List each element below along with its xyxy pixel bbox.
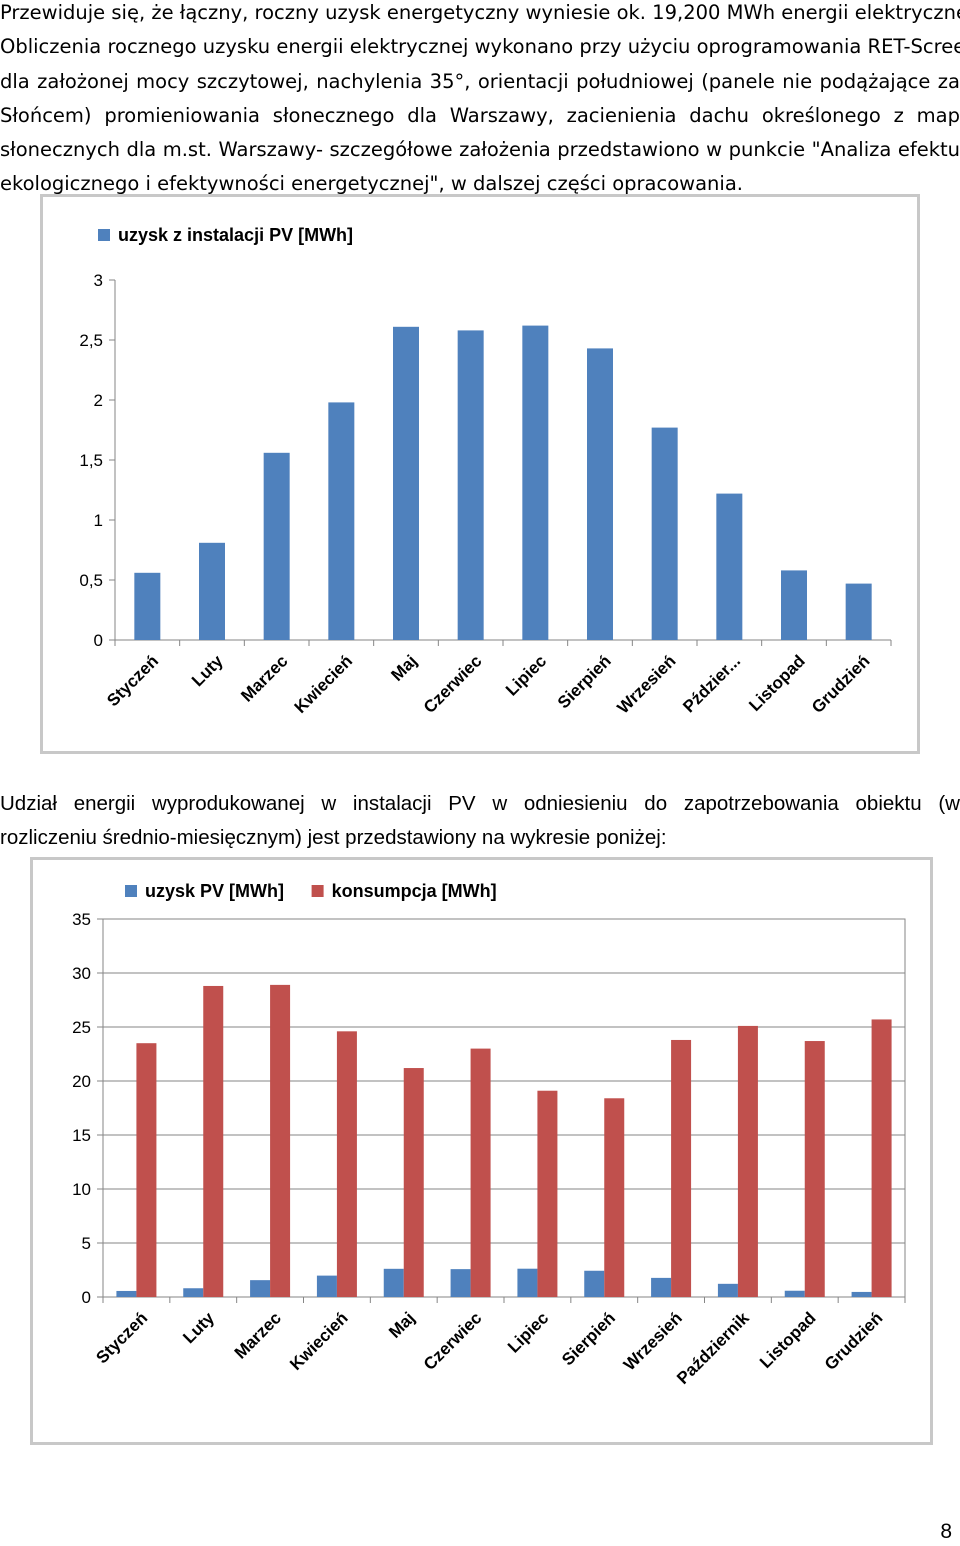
bar [183,1288,204,1297]
bar [871,1019,892,1297]
legend-label: konsumpcja [MWh] [332,881,497,901]
x-category-label: Styczeń [103,651,162,710]
bar [393,326,419,640]
x-category-label: Listopad [745,651,809,715]
x-category-label: Marzec [231,1308,285,1362]
x-category-label: Lipiec [504,1308,552,1356]
y-tick-label: 1 [94,511,103,530]
bar [116,1290,137,1297]
x-category-label: Maj [385,1308,418,1341]
intro-line: słonecznych dla m.st. Warszawy- szczegół… [0,138,960,162]
x-category-label: Marzec [237,651,291,705]
bar [470,1048,491,1297]
bar [328,402,355,640]
bar [203,985,224,1297]
bar [250,1280,271,1297]
x-category-label: Listopad [756,1308,820,1372]
intro-line: dla założonej mocy szczytowej, nachyleni… [0,69,960,93]
pv-vs-consumption-chart-svg: 0 5 10 15 20 25 30 35 Styczeń Luty Marzec Kwiecień M… [72,881,906,1388]
pv-vs-consumption-chart: 0 5 10 15 20 25 30 35 Styczeń Luty Marzec Kwiecień M… [30,857,933,1445]
pv-yield-chart: 0 0,5 1 1,5 2 2,5 3 Styczeń Luty Marzec Kwiecień Ma… [40,194,920,754]
y-tick-label: 1,5 [79,451,103,470]
bar [671,1039,692,1297]
bar [604,1098,625,1297]
bar [781,570,807,640]
second-line: Udział energii wyprodukowanej w instalac… [0,792,960,815]
plot-area-frame [102,918,906,1298]
x-category-label: Kwiecień [291,651,357,717]
bar [737,1025,758,1297]
x-category-label: Wrzesień [620,1308,686,1374]
bar [537,1090,558,1297]
x-category-label: Luty [179,1308,218,1347]
intro-line: Obliczenia rocznego uzysku energii elekt… [0,35,960,59]
intro-paragraph: Przewiduje się, że łączny, roczny uzysk … [0,0,960,202]
bar [845,583,872,640]
x-category-label: Sierpień [554,651,615,712]
y-tick-label: 25 [72,1018,91,1037]
legend-swatch [98,229,110,241]
intro-line: ekologicznego i efektywności energetyczn… [0,172,743,196]
y-tick-label: 35 [72,910,91,929]
x-category-label: Lipiec [502,651,550,699]
bar [804,1041,825,1297]
y-tick-label: 0 [94,631,103,650]
bar [199,542,225,640]
y-tick-label: 5 [82,1234,91,1253]
bar [136,1043,157,1297]
second-line: rozliczeniu średnio-miesięcznym) jest pr… [0,826,667,850]
x-category-label: Pździer... [679,651,744,716]
bar [522,325,549,640]
bar [383,1268,404,1297]
x-category-label: Czerwiec [420,1308,486,1374]
bar [336,1031,357,1297]
y-tick-label: 2 [94,391,103,410]
bar [134,572,161,640]
x-category-label: Styczeń [92,1308,151,1367]
intro-line: Przewiduje się, że łączny, roczny uzysk … [0,1,960,24]
legend-label: uzysk z instalacji PV [MWh] [118,225,353,245]
y-tick-label: 3 [94,271,103,290]
x-category-label: Kwiecień [286,1308,352,1374]
bar [717,1283,738,1297]
x-category-label: Grudzień [808,651,874,717]
bar [784,1290,805,1297]
bar [587,348,613,640]
bar [316,1275,337,1297]
bar [517,1268,538,1297]
y-tick-label: 20 [72,1072,91,1091]
y-tick-label: 0 [82,1288,91,1307]
x-category-label: Wrzesień [614,651,680,717]
x-category-label: Maj [387,651,420,684]
bar [270,984,291,1297]
x-category-label: Luty [188,651,227,690]
y-tick-label: 0,5 [79,571,103,590]
bar [584,1270,605,1297]
y-tick-label: 15 [72,1126,91,1145]
legend-label: uzysk PV [MWh] [145,881,284,901]
intro-line: Słońcem) promieniowania słonecznego dla … [0,103,960,127]
x-category-label: Czerwiec [420,651,486,717]
bar [450,1269,471,1297]
x-category-label: Grudzień [821,1308,887,1374]
bar [403,1068,424,1297]
bar [716,493,743,640]
bar [851,1291,872,1297]
legend-swatch [311,885,324,897]
y-tick-label: 30 [72,964,91,983]
legend-swatch [125,885,137,897]
page-number: 8 [940,1520,952,1543]
bar [651,427,678,640]
pv-yield-chart-svg: 0 0,5 1 1,5 2 2,5 3 Styczeń Luty Marzec Kwiecień Ma… [79,225,892,717]
second-paragraph: Udział energii wyprodukowanej w instalac… [0,787,960,856]
x-category-label: Sierpień [558,1308,619,1369]
y-tick-label: 2,5 [79,331,103,350]
bar [651,1277,672,1297]
bar [457,330,484,640]
y-tick-label: 10 [72,1180,91,1199]
x-category-label: Październik [673,1308,753,1388]
bar [263,452,290,640]
